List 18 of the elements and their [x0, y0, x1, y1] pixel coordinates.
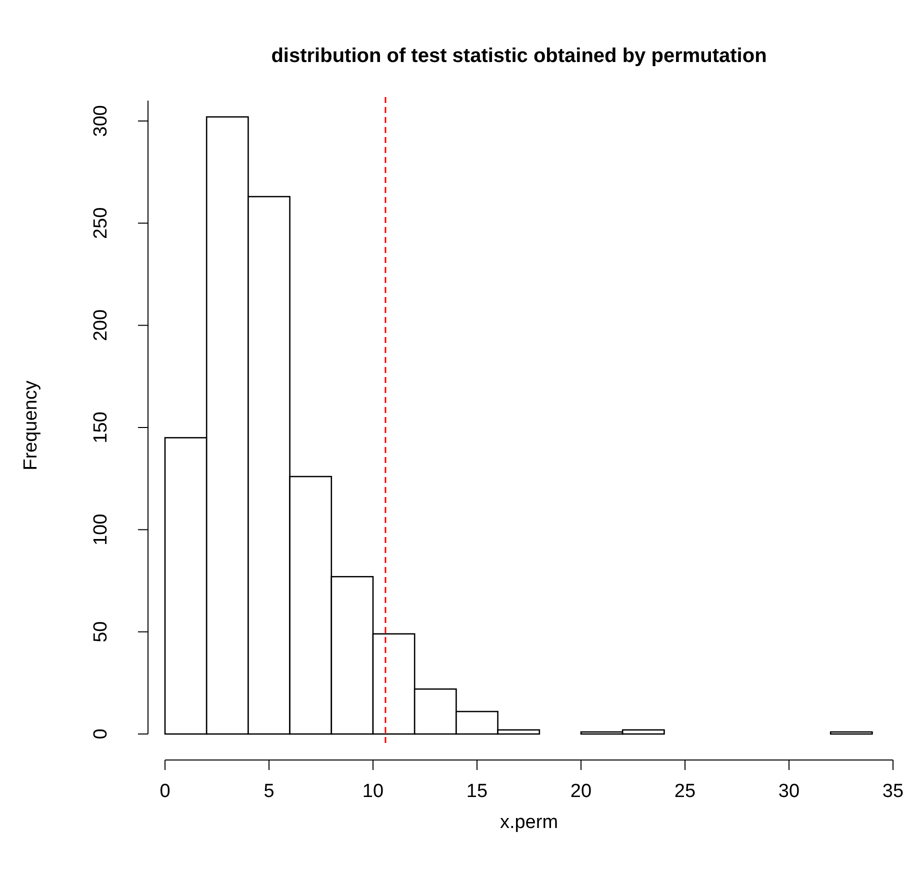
y-tick-label: 300: [90, 105, 112, 137]
x-tick-label: 5: [264, 781, 274, 802]
y-tick-label: 200: [90, 309, 112, 342]
y-axis-title: Frequency: [20, 380, 42, 470]
x-tick-label: 10: [362, 781, 384, 802]
chart-title: distribution of test statistic obtained by permutation: [271, 45, 767, 67]
x-tick-label: 0: [160, 781, 170, 802]
y-tick-label: 150: [90, 412, 112, 444]
y-tick-label: 50: [90, 621, 112, 642]
x-tick-label: 20: [570, 781, 592, 802]
y-tick-label: 250: [90, 207, 112, 240]
x-tick-label: 35: [882, 781, 904, 802]
x-tick-label: 15: [466, 781, 488, 802]
x-tick-label: 30: [778, 781, 800, 802]
y-tick-label: 100: [90, 514, 112, 546]
y-tick-label: 0: [90, 728, 112, 740]
x-axis-title: x.perm: [500, 812, 558, 833]
x-tick-label: 25: [674, 781, 696, 802]
